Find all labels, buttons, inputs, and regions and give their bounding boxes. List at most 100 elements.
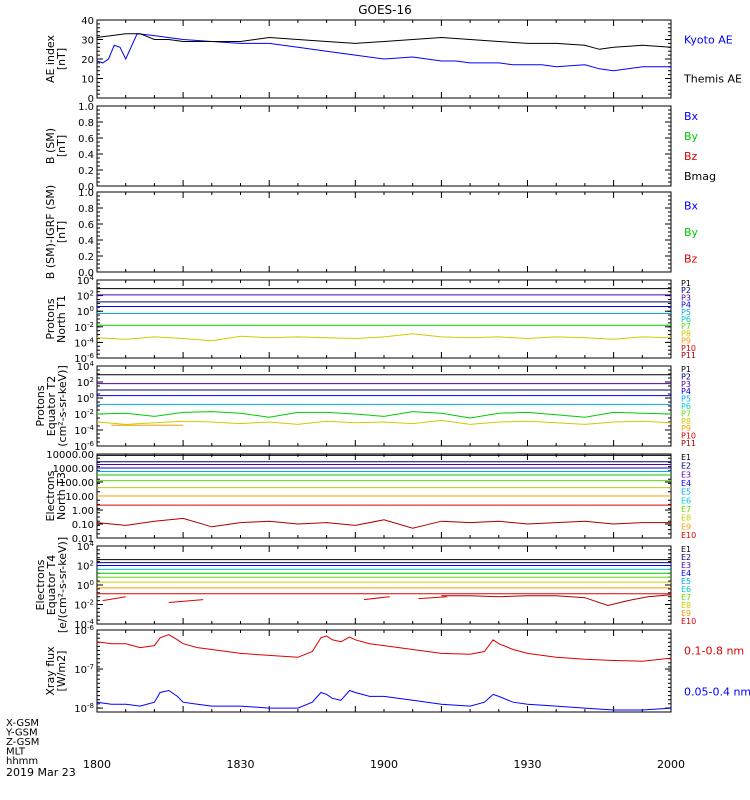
series-line (418, 596, 448, 600)
legend-entry: P4 (681, 301, 691, 310)
y-axis-label: North T3 (55, 472, 68, 520)
y-tick-label: 20 (81, 55, 94, 66)
legend-entry: P9 (681, 337, 691, 346)
panel-1: 0 10 20 30 40 AE index[nT] Kyoto AE Themis AE (44, 16, 742, 105)
y-axis-label: [nT] (55, 48, 68, 70)
legend-entry: E1 (681, 453, 691, 462)
y-tick-label: 10-6 (74, 624, 94, 637)
series-line (96, 33, 671, 72)
legend-entry: E7 (681, 593, 691, 602)
y-tick-label: 100 (77, 305, 94, 318)
legend-entry: P3 (681, 293, 691, 302)
series-line (96, 333, 672, 342)
legend-entry: P6 (681, 402, 691, 411)
legend-entry: E5 (681, 488, 691, 497)
legend-entry: 0.05-0.4 nm (684, 686, 750, 699)
legend-entry: P2 (681, 286, 691, 295)
y-axis-label: North T1 (55, 295, 68, 343)
y-tick-label: 0.0 (78, 182, 94, 193)
y-tick-label: 10-4 (74, 336, 94, 349)
y-tick-label: 100 (77, 392, 94, 405)
legend-entry: P8 (681, 329, 691, 338)
legend-entry: E6 (681, 496, 691, 505)
legend-entry: E9 (681, 609, 691, 618)
legend-entry: E6 (681, 585, 691, 594)
y-tick-label: 0 (88, 94, 94, 105)
legend-entry: P7 (681, 322, 691, 331)
x-tick-label: 1830 (227, 758, 255, 771)
series-line (96, 634, 672, 662)
series-line (363, 596, 390, 601)
y-tick-label: 0.4 (78, 236, 94, 247)
y-axis-label: Electrons (44, 470, 57, 521)
x-tick-label: 1900 (370, 758, 398, 771)
series-line (102, 596, 126, 602)
y-tick-label: 10.00 (65, 492, 94, 503)
y-tick-label: 10-4 (74, 424, 94, 437)
legend-entry: 0.1-0.8 nm (684, 645, 744, 658)
y-tick-label: 10-6 (74, 440, 94, 453)
series-line (441, 594, 672, 607)
coord-row-label: Z-GSM (6, 737, 39, 748)
y-tick-label: 10000.00 (46, 450, 94, 461)
legend-entry: P11 (681, 351, 696, 360)
panel-frame (96, 365, 672, 447)
time-axis: 1800 1830 1900 1930 2000 X-GSMY-GSMZ-GSMMLThh… (5, 718, 685, 779)
y-tick-label: 1.0 (78, 188, 94, 199)
panel-frame (96, 545, 672, 625)
y-tick-label: 10-2 (74, 321, 94, 334)
legend-entry: P10 (681, 344, 696, 353)
y-tick-label: 30 (81, 36, 94, 47)
legend-entry: Bx (684, 199, 699, 212)
series-line (96, 33, 672, 50)
coord-row-label: MLT (6, 747, 26, 758)
panel-frame (96, 629, 672, 713)
legend-entry: P5 (681, 308, 691, 317)
y-tick-label: 102 (77, 290, 94, 303)
legend-entry: P11 (681, 439, 696, 448)
legend-entry: Kyoto AE (684, 34, 733, 47)
x-tick-label: 2000 (657, 758, 685, 771)
legend-entry: E4 (681, 479, 691, 488)
y-tick-label: 10-2 (74, 408, 94, 421)
panel-frame (96, 279, 672, 359)
y-axis-label: Protons (34, 385, 47, 426)
y-tick-label: 102 (77, 376, 94, 389)
y-axis-label: [nT] (55, 221, 68, 243)
legend-entry: Bx (684, 110, 699, 123)
series-line (96, 419, 672, 425)
y-tick-label: 0.4 (78, 150, 94, 161)
legend-entry: E4 (681, 569, 691, 578)
y-tick-label: 10 (81, 75, 94, 86)
date-label: 2019 Mar 23 (6, 766, 76, 779)
y-tick-label: 0.8 (78, 118, 94, 129)
legend-entry: P6 (681, 315, 691, 324)
panel-3: 0.0 0.2 0.4 0.6 0.8 1.0 B (SM)-IGRF (SM)[nT] Bx… (44, 185, 699, 279)
coord-row-label: X-GSM (6, 718, 39, 729)
series-line (96, 517, 671, 529)
coord-row-label: Y-GSM (5, 728, 38, 739)
legend-entry: E3 (681, 561, 691, 570)
panel-frame (96, 105, 672, 187)
legend-entry: E1 (681, 545, 691, 554)
panel-2: 0.0 0.2 0.4 0.6 0.8 1.0 B (SM)[nT] Bx By Bz Bmag (44, 102, 716, 193)
y-axis-label: B (SM)-IGRF (SM) (44, 185, 57, 279)
y-tick-label: 102 (77, 560, 94, 573)
y-axis-label: Protons (44, 298, 57, 339)
legend-entry: E7 (681, 505, 691, 514)
y-tick-label: 10-7 (74, 663, 94, 676)
legend-entry: P9 (681, 424, 691, 433)
y-tick-label: 0.2 (78, 166, 94, 177)
legend-entry: E8 (681, 514, 691, 523)
y-tick-label: 1.00 (72, 506, 94, 517)
y-tick-label: 40 (81, 16, 94, 27)
y-tick-label: 100 (77, 579, 94, 592)
y-tick-label: 10-4 (74, 618, 94, 631)
legend-entry: P2 (681, 372, 691, 381)
y-axis-label: Xray flux (44, 646, 57, 696)
legend-entry: E9 (681, 522, 691, 531)
legend-entry: E2 (681, 553, 691, 562)
series-line (96, 689, 672, 711)
legend-entry: E10 (681, 617, 696, 626)
